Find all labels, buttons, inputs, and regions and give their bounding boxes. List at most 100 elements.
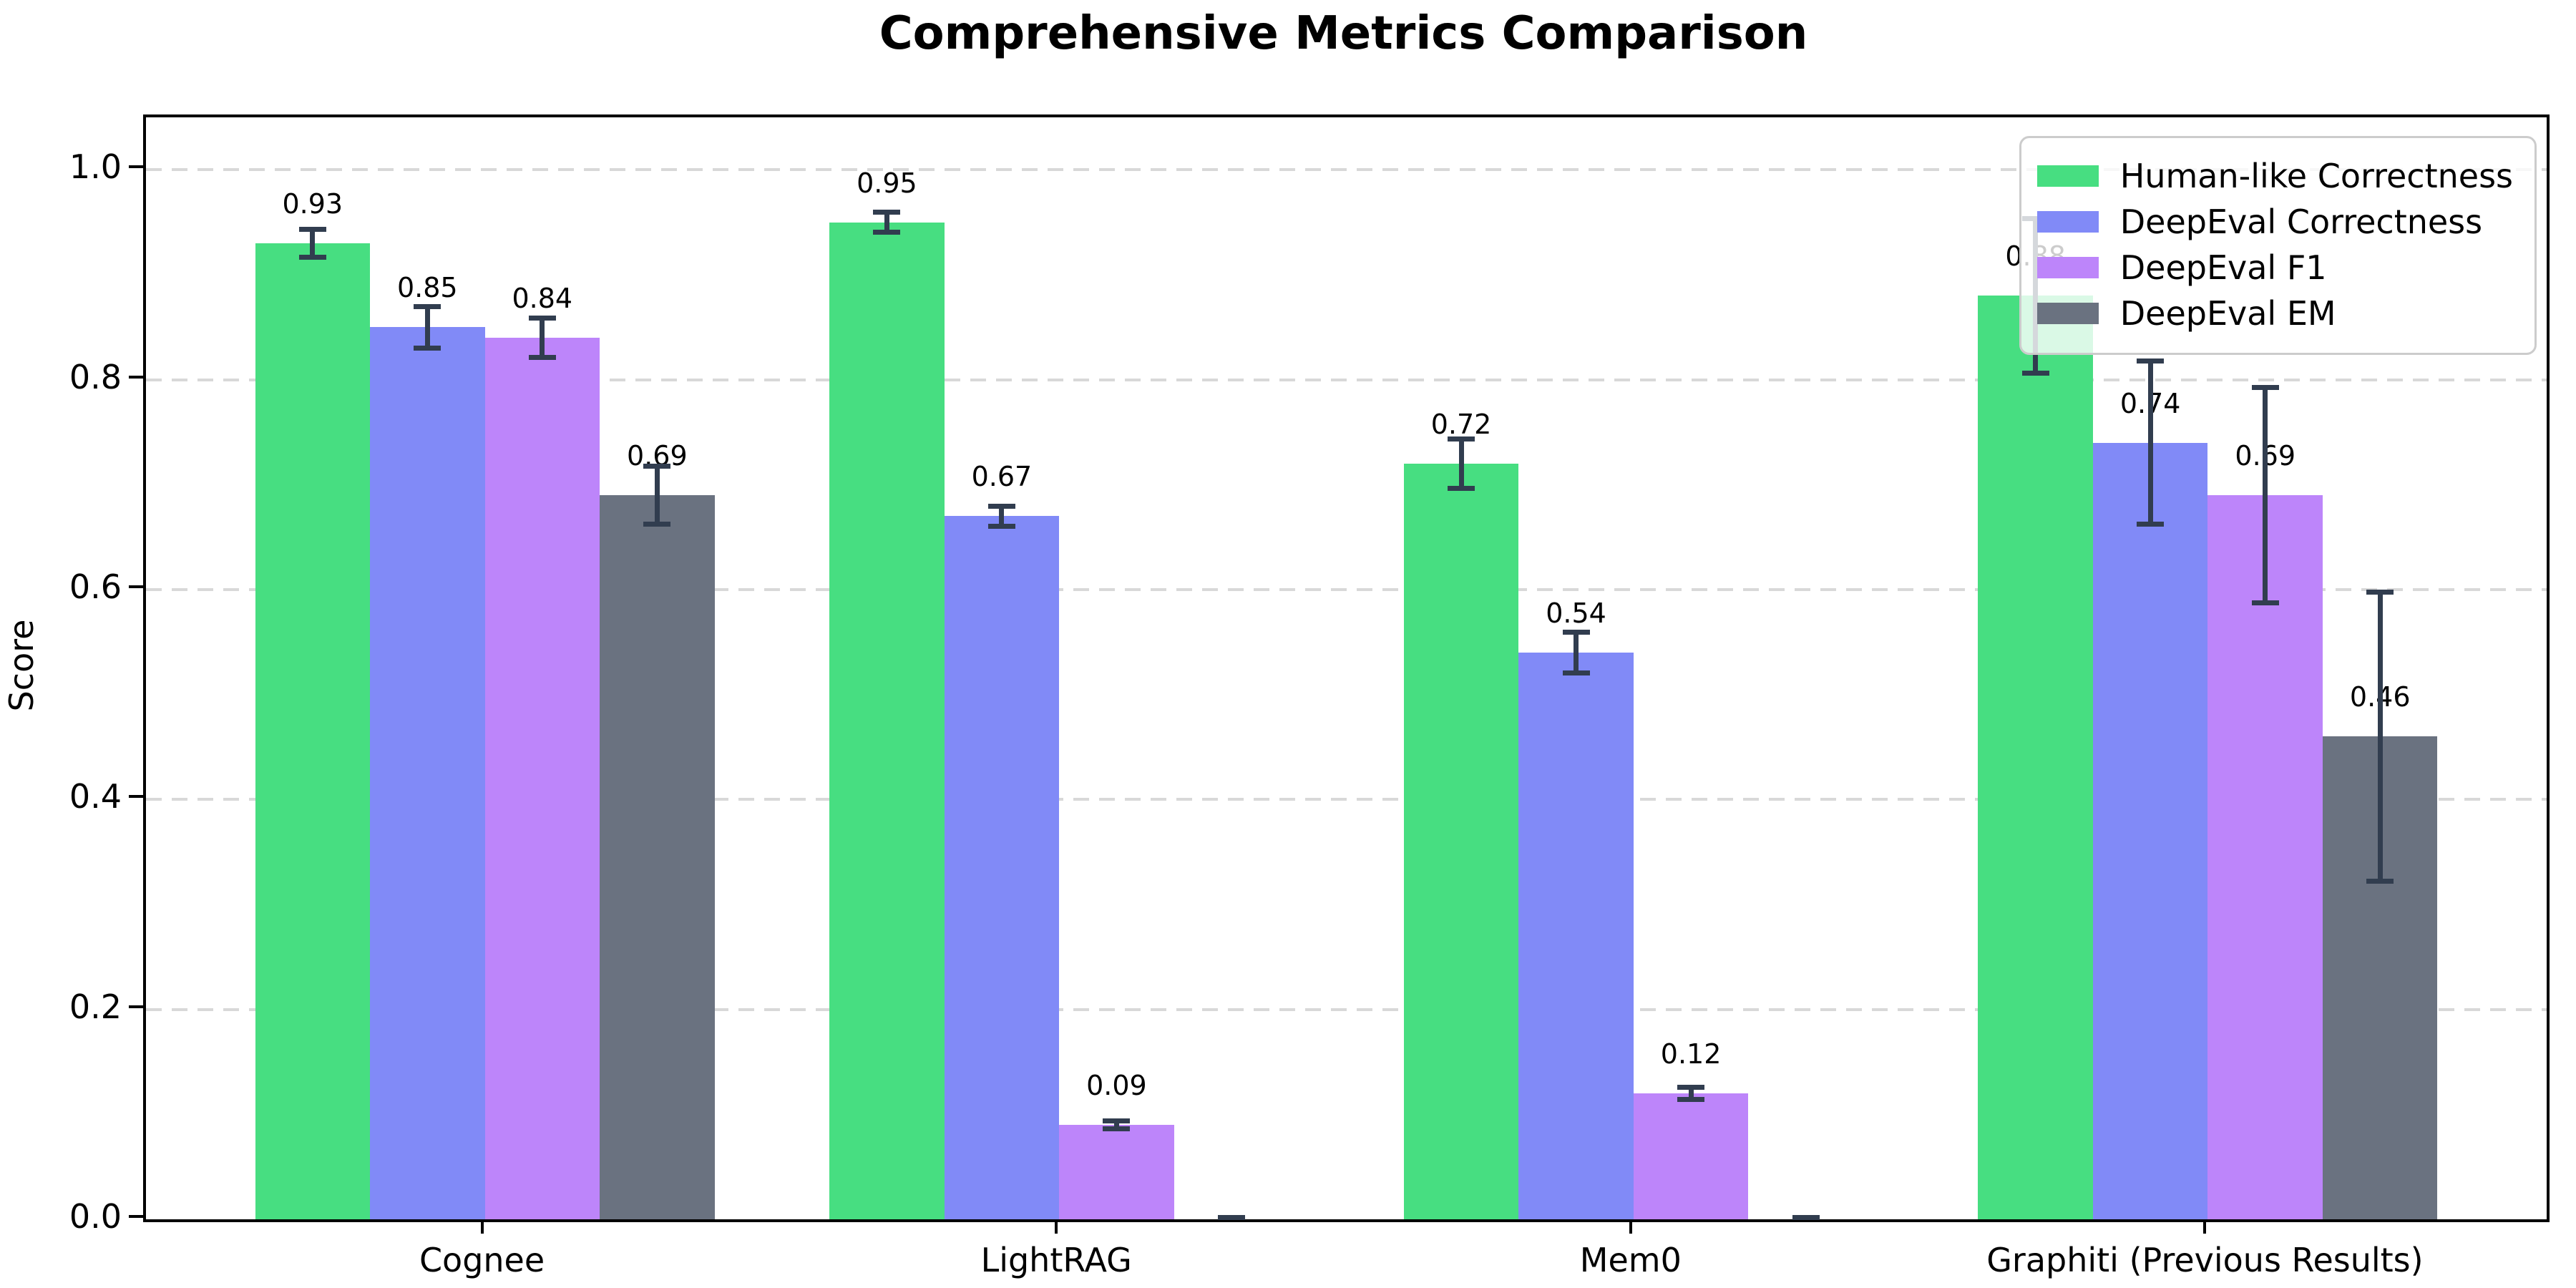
bar-value-label: 0.72 [1430,409,1492,440]
legend-label: DeepEval EM [2119,294,2336,333]
error-bar-cap-top [414,304,441,310]
bar [1633,1093,1749,1219]
error-bar-cap-bottom [987,523,1015,529]
gridline-0.2 [146,1008,2547,1011]
bar [600,495,715,1219]
error-bar-cap-bottom [1677,1096,1705,1102]
error-bar-cap-top [1217,1215,1245,1221]
y-tick-mark [129,795,143,799]
error-bar [2147,358,2153,527]
y-tick-label: 1.0 [69,147,122,187]
x-tick-mark [480,1219,484,1234]
legend-swatch [2036,257,2099,278]
y-axis-label: Score [2,619,41,712]
error-bar [1458,436,1464,492]
legend-item: DeepEval F1 [2036,248,2513,287]
bar [1518,653,1634,1219]
error-bar-cap-bottom [1103,1126,1131,1131]
y-tick-label: 0.0 [69,1197,122,1236]
error-bar-cap-bottom [2021,370,2049,376]
error-bar-cap-top [2366,590,2394,595]
y-tick-label: 0.2 [69,987,122,1026]
bar-value-label: 0.09 [1086,1070,1147,1101]
error-bar [2263,385,2268,605]
bar-value-label: 0.84 [512,283,573,314]
bar [1059,1125,1174,1219]
error-bar-cap-top [1448,436,1475,441]
legend: Human-like Correctness DeepEval Correctne… [2019,136,2537,355]
error-bar-cap-top [2137,358,2165,364]
y-tick-label: 0.6 [69,567,122,606]
gridline-1.0 [146,168,2547,172]
x-tick-label: Mem0 [1579,1241,1682,1279]
bar-value-label: 0.85 [396,272,458,304]
bar-value-label: 0.93 [282,188,343,220]
bar [1403,464,1519,1219]
error-bar [884,210,889,235]
error-bar-cap-top [298,226,326,232]
error-bar-cap-bottom [1448,486,1475,492]
bar-value-label: 0.54 [1546,597,1606,629]
bar-value-label: 0.12 [1660,1038,1722,1070]
error-bar [999,503,1005,529]
error-bar-cap-top [1677,1085,1705,1091]
gridline-0.4 [146,798,2547,801]
error-bar-cap-top [528,316,556,321]
error-bar-cap-top [1792,1215,1820,1221]
chart-title: Comprehensive Metrics Comparison [879,7,1808,60]
error-bar-cap-top [1562,629,1590,635]
error-bar [1574,629,1579,676]
legend-swatch [2036,211,2099,233]
bar-value-label: 0.95 [857,167,917,199]
error-bar-cap-top [873,210,901,215]
y-tick-mark [129,1215,143,1218]
error-bar-cap-top [987,503,1015,509]
error-bar-cap-bottom [414,345,441,351]
error-bar [654,464,660,527]
error-bar [2377,590,2383,884]
legend-swatch [2036,303,2099,324]
bar [370,327,485,1219]
error-bar-cap-top [2251,385,2279,390]
bar [255,243,371,1219]
gridline-0.6 [146,588,2547,591]
y-tick-mark [129,165,143,169]
y-tick-label: 0.4 [69,777,122,816]
error-bar [424,304,430,351]
y-tick-label: 0.8 [69,357,122,396]
error-bar-cap-bottom [873,230,901,235]
error-bar-cap-bottom [528,354,556,360]
y-tick-mark [129,1005,143,1008]
x-tick-label: Graphiti (Previous Results) [1986,1241,2424,1279]
error-bar-cap-bottom [2251,600,2279,605]
bar [484,338,600,1219]
x-tick-mark [1629,1219,1632,1234]
error-bar-cap-bottom [643,522,671,527]
x-tick-label: Cognee [419,1241,545,1279]
legend-label: Human-like Correctness [2119,157,2513,195]
bar-value-label: 0.67 [971,461,1033,493]
bar [829,222,945,1219]
x-tick-label: LightRAG [980,1241,1132,1279]
bar [1978,296,2093,1219]
error-bar [540,316,545,360]
error-bar-cap-top [643,464,671,469]
y-tick-mark [129,585,143,588]
error-bar-cap-bottom [2366,878,2394,884]
y-tick-mark [129,375,143,379]
bar [2207,495,2323,1219]
legend-item: Human-like Correctness [2036,157,2513,195]
x-tick-mark [2203,1219,2207,1234]
error-bar-cap-bottom [2137,522,2165,527]
error-bar-cap-bottom [298,255,326,260]
error-bar [1688,1085,1694,1102]
error-bar-cap-bottom [1562,670,1590,676]
legend-item: DeepEval Correctness [2036,203,2513,241]
legend-label: DeepEval Correctness [2119,203,2483,241]
error-bar [310,226,316,260]
error-bar-cap-top [1103,1118,1131,1124]
legend-item: DeepEval EM [2036,294,2513,333]
bar [2092,442,2208,1219]
x-tick-mark [1055,1219,1058,1234]
